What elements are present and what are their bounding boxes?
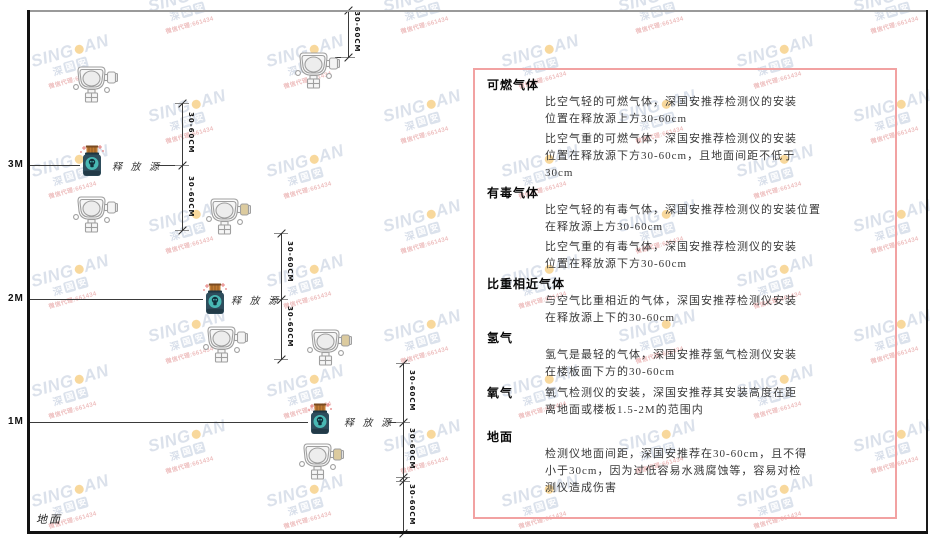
text-line: 在释放源上下的30-60cm	[545, 312, 676, 324]
text-line: 氧气检测仪的安装，深国安推荐其安装高度在距	[545, 387, 797, 399]
text-line: 检测仪地面间距，深国安推荐在30-60cm，且不得	[545, 448, 808, 460]
text-line: 位置在释放源上方30-60cm	[545, 113, 688, 125]
panel-section: 地面检测仪地面间距，深国安推荐在30-60cm，且不得 小于30cm，因为过低容易…	[487, 429, 883, 497]
level-line	[28, 299, 203, 300]
dimension-label: 30-60CM	[187, 112, 195, 154]
section-title: 可燃气体	[487, 78, 540, 92]
text-line: 比空气重的可燃气体，深国安推荐检测仪的安装	[545, 133, 797, 145]
gas-detector-icon	[73, 196, 118, 233]
text-line: 比空气轻的可燃气体，深国安推荐检测仪的安装	[545, 96, 797, 108]
text-line: 在楼板面下方的30-60cm	[545, 366, 676, 378]
text-line: 比空气重的有毒气体，深国安推荐检测仪的安装	[545, 241, 797, 253]
panel-section: 氢气氢气是最轻的气体，深国安推荐氢气检测仪安装 在楼板面下方的30-60cm	[487, 330, 883, 381]
text-line: 测仪造成伤害	[545, 482, 617, 494]
text-line: 30cm	[545, 167, 574, 179]
dimension-label: 30-60CM	[408, 428, 416, 470]
paragraph: 比空气轻的可燃气体，深国安推荐检测仪的安装 位置在释放源上方30-60cm	[545, 94, 883, 128]
release-source-icon	[203, 283, 227, 314]
dimension-label: 30-60CM	[408, 370, 416, 412]
section-title: 氢气	[487, 331, 514, 345]
release-source-label: 释 放 源	[112, 162, 162, 173]
section-title: 比重相近气体	[487, 277, 566, 291]
gas-detector-icon	[307, 329, 352, 366]
level-line	[388, 422, 403, 423]
section-title: 有毒气体	[487, 186, 540, 200]
dimension-label: 30-60CM	[286, 241, 294, 283]
gas-detector-icon	[299, 443, 344, 480]
text-line: 位置在释放源下方30-60cm	[545, 258, 688, 270]
section-title: 地面	[487, 430, 514, 444]
paragraph: 比空气轻的有毒气体，深国安推荐检测仪的安装位置 在释放源上方30-60cm	[545, 202, 883, 236]
release-source-icon	[308, 403, 332, 434]
dimension-line	[403, 363, 404, 533]
release-source-label: 释 放 源	[344, 418, 394, 429]
release-source-icon	[80, 145, 104, 176]
dimension-label: 30-60CM	[286, 306, 294, 348]
guide-panel: 可燃气体 比空气轻的可燃气体，深国安推荐检测仪的安装 位置在释放源上方30-60cm…	[473, 68, 897, 519]
paragraph: 检测仪地面间距，深国安推荐在30-60cm，且不得 小于30cm，因为过低容易水溅…	[545, 446, 883, 497]
height-label: 3M	[8, 159, 24, 170]
dimension-label: 30-60CM	[187, 176, 195, 218]
text-line: 小于30cm，因为过低容易水溅腐蚀等，容易对检	[545, 465, 802, 477]
paragraph: 氧气检测仪的安装，深国安推荐其安装高度在距 离地面或楼板1.5-2M的范围内	[545, 385, 883, 419]
text-line: 比空气轻的有毒气体，深国安推荐检测仪的安装位置	[545, 204, 821, 216]
section-title: 氧气	[487, 386, 514, 400]
panel-section: 比重相近气体与空气比重相近的气体，深国安推荐检测仪安装 在释放源上下的30-60c…	[487, 276, 883, 327]
text-line: 位置在释放源下方30-60cm，且地面间距不低于	[545, 150, 796, 162]
dimension-line	[281, 233, 282, 359]
paragraph: 氢气是最轻的气体，深国安推荐氢气检测仪安装 在楼板面下方的30-60cm	[545, 347, 883, 381]
gas-detector-icon	[73, 66, 118, 103]
release-source-label: 释 放 源	[231, 296, 281, 307]
paragraph: 比空气重的可燃气体，深国安推荐检测仪的安装 位置在释放源下方30-60cm，且地面…	[545, 131, 883, 182]
panel-section: 可燃气体 比空气轻的可燃气体，深国安推荐检测仪的安装 位置在释放源上方30-60cm…	[487, 77, 883, 182]
gas-detector-icon	[206, 198, 251, 235]
gas-detector-icon	[203, 326, 248, 363]
panel-section: 有毒气体 比空气轻的有毒气体，深国安推荐检测仪的安装位置 在释放源上方30-60cm…	[487, 185, 883, 273]
ground-label: 地面	[36, 514, 62, 526]
dimension-line	[182, 103, 183, 230]
paragraph: 比空气重的有毒气体，深国安推荐检测仪的安装 位置在释放源下方30-60cm	[545, 239, 883, 273]
level-line	[28, 165, 80, 166]
text-line: 离地面或楼板1.5-2M的范围内	[545, 404, 704, 416]
height-label: 1M	[8, 416, 24, 427]
dimension-label: 30-60CM	[408, 484, 416, 526]
text-line: 与空气比重相近的气体，深国安推荐检测仪安装	[545, 295, 797, 307]
text-line: 在释放源上方30-60cm	[545, 221, 664, 233]
text-line: 氢气是最轻的气体，深国安推荐氢气检测仪安装	[545, 349, 797, 361]
gas-detector-icon	[295, 52, 340, 89]
paragraph: 与空气比重相近的气体，深国安推荐检测仪安装 在释放源上下的30-60cm	[545, 293, 883, 327]
height-label: 2M	[8, 293, 24, 304]
panel-section: 氧气 氧气检测仪的安装，深国安推荐其安装高度在距 离地面或楼板1.5-2M的范围内	[487, 385, 883, 419]
level-line	[28, 422, 308, 423]
dimension-line	[348, 10, 349, 57]
level-line	[156, 165, 182, 166]
dimension-label: 30-60CM	[353, 11, 361, 53]
